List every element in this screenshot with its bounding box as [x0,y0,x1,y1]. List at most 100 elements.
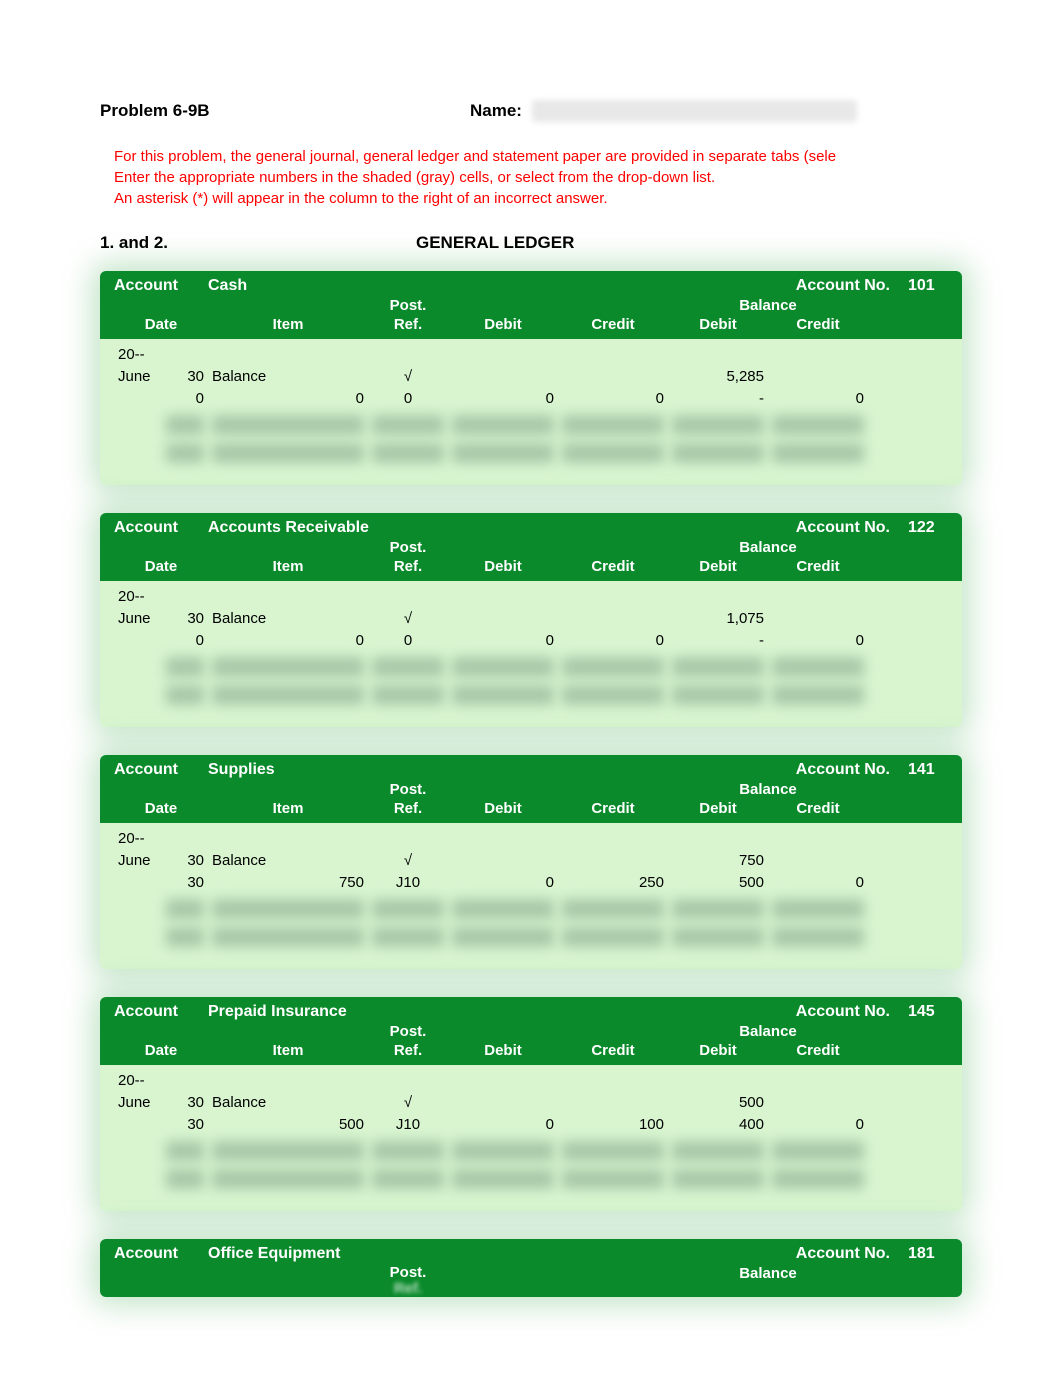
account-name: Cash [208,277,796,295]
credit-header: Credit [558,800,668,817]
blurred-row [114,1139,948,1163]
ledger-account: AccountPrepaid InsuranceAccount No.145Po… [100,997,962,1211]
section-number: 1. and 2. [100,233,416,253]
day-cell[interactable]: 30 [162,1115,208,1134]
month-cell [114,1123,162,1125]
day-cell[interactable]: 30 [162,1093,208,1112]
account-label: Account [114,519,208,537]
account-no-value: 181 [908,1245,948,1263]
ledger-account: AccountAccounts ReceivableAccount No.122… [100,513,962,727]
debit-cell[interactable]: 0 [448,1115,558,1134]
debit-header: Debit [448,800,558,817]
credit-cell[interactable] [558,859,668,861]
instructions: For this problem, the general journal, g… [114,146,962,209]
ledger-header: AccountCashAccount No.101 [100,271,962,297]
day-cell[interactable]: 30 [162,851,208,870]
month-cell: June [114,367,162,386]
credit-cell[interactable]: 100 [558,1115,668,1134]
credit-cell[interactable]: 0 [558,631,668,650]
account-no-label: Account No. [796,519,890,537]
balance-credit-header: Credit [768,800,868,817]
ledger-column-headers: DateItemRef.DebitCreditDebitCredit [100,316,962,339]
balance-credit-cell: 0 [768,389,868,408]
balance-credit-cell: 0 [768,873,868,892]
debit-cell[interactable] [448,1101,558,1103]
credit-cell[interactable] [558,617,668,619]
date-header: Date [114,800,208,817]
page: Problem 6-9B Name: For this problem, the… [0,0,1062,1365]
ref-cell[interactable]: √ [368,367,448,386]
ref-cell[interactable]: √ [368,1093,448,1112]
ref-label: Ref. [368,1281,448,1297]
item-cell[interactable]: 0 [208,389,368,408]
post-ref-header: Post. Ref. [368,1265,448,1297]
item-cell[interactable]: Balance [208,851,368,870]
ledger-subheader-partial: Post. Ref. Balance [100,1265,962,1297]
credit-header: Credit [558,558,668,575]
balance-debit-header: Debit [668,800,768,817]
day-cell[interactable]: 0 [162,389,208,408]
day-cell[interactable]: 0 [162,631,208,650]
balance-label: Balance [668,539,868,556]
blurred-row [114,925,948,949]
debit-cell[interactable] [448,859,558,861]
item-cell[interactable]: Balance [208,609,368,628]
ref-header: Ref. [368,1042,448,1059]
balance-debit-cell: - [668,631,768,650]
debit-cell[interactable]: 0 [448,389,558,408]
item-cell[interactable]: Balance [208,367,368,386]
blurred-row [114,1167,948,1191]
date-header: Date [114,558,208,575]
debit-cell[interactable] [448,375,558,377]
ref-cell[interactable]: √ [368,851,448,870]
item-cell[interactable]: 500 [208,1115,368,1134]
ref-cell[interactable]: 0 [368,389,448,408]
name-input-blurred[interactable] [532,100,857,122]
credit-cell[interactable] [558,1101,668,1103]
ref-cell[interactable]: J10 [368,873,448,892]
item-cell[interactable]: Balance [208,1093,368,1112]
ledger-body: 20--June30Balance√75030750J1002505000 [100,823,962,969]
balance-debit-header: Debit [668,1042,768,1059]
post-label: Post. [368,1265,448,1281]
debit-cell[interactable] [448,617,558,619]
ref-cell[interactable]: 0 [368,631,448,650]
date-header: Date [114,316,208,333]
ledger-header: AccountAccounts ReceivableAccount No.122 [100,513,962,539]
year-row: 20-- [114,1069,948,1091]
ledger-row: June30Balance√1,075 [114,607,948,629]
year-cell: 20-- [114,587,162,606]
account-label: Account [114,1003,208,1021]
ref-cell[interactable]: √ [368,609,448,628]
debit-header: Debit [448,316,558,333]
credit-cell[interactable] [558,375,668,377]
ledger-body: 20--June30Balance√1,07500000-0 [100,581,962,727]
debit-header: Debit [448,558,558,575]
account-no-label: Account No. [796,761,890,779]
day-cell[interactable]: 30 [162,367,208,386]
item-cell[interactable]: 750 [208,873,368,892]
balance-credit-header: Credit [768,1042,868,1059]
day-cell[interactable]: 30 [162,609,208,628]
debit-cell[interactable]: 0 [448,873,558,892]
ref-cell[interactable]: J10 [368,1115,448,1134]
debit-header: Debit [448,1042,558,1059]
credit-cell[interactable]: 0 [558,389,668,408]
instructions-line-2: Enter the appropriate numbers in the sha… [114,167,962,188]
ledger-list: AccountCashAccount No.101 Post. Balance Dat… [100,271,962,1211]
ledger-row: June30Balance√5,285 [114,365,948,387]
credit-cell[interactable]: 250 [558,873,668,892]
item-cell[interactable]: 0 [208,631,368,650]
year-cell: 20-- [114,829,162,848]
ledger-row: 30750J1002505000 [114,871,948,893]
post-label: Post. [368,1024,448,1040]
account-name: Prepaid Insurance [208,1003,796,1021]
post-label: Post. [368,540,448,556]
balance-credit-cell [768,375,868,377]
ledger-partial: Account Office Equipment Account No. 181… [100,1239,962,1297]
debit-cell[interactable]: 0 [448,631,558,650]
month-cell: June [114,609,162,628]
ledger-subheader: Post. Balance [100,539,962,558]
day-cell[interactable]: 30 [162,873,208,892]
blurred-row [114,655,948,679]
